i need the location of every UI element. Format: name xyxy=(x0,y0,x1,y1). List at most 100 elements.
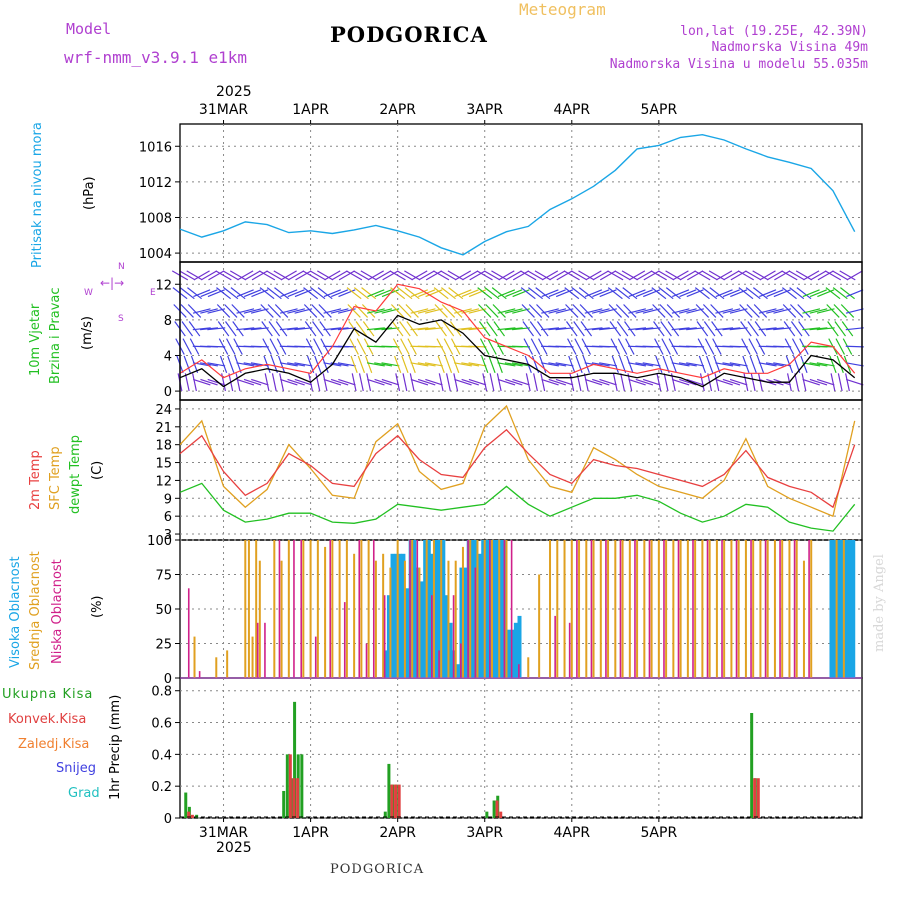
wind-arrow-glyph xyxy=(396,270,414,281)
cloud-bar-mid xyxy=(273,540,276,678)
wind-arrow-glyph xyxy=(279,362,298,367)
wind-arrow-glyph xyxy=(489,373,495,392)
wind-arrow-glyph xyxy=(374,378,392,386)
wind-arrow-glyph xyxy=(302,270,319,281)
cloud-bar-mid xyxy=(694,540,697,678)
wind-arrow-glyph xyxy=(200,270,218,281)
wind-arrow-glyph xyxy=(227,355,235,374)
sfc-temp-line xyxy=(179,404,856,518)
wind-arrow-glyph xyxy=(356,338,367,355)
cloud-bar-low xyxy=(793,540,796,678)
wind-arrow-glyph xyxy=(355,321,368,337)
cloud-bar-high xyxy=(463,567,468,678)
cloud-bar-mid xyxy=(643,540,646,678)
wind-arrow-glyph xyxy=(528,304,543,318)
wind-arrow-glyph xyxy=(845,362,864,367)
cloud-bar-high xyxy=(836,540,841,678)
wind-arrow-glyph xyxy=(390,287,406,300)
y-tick-label: 9 xyxy=(164,492,172,507)
wind-arrow-glyph xyxy=(338,270,355,281)
wind-arrow-glyph xyxy=(287,378,305,386)
cloud-bar-mid xyxy=(802,560,805,678)
wind-arrow-glyph xyxy=(573,321,585,337)
precip-bar-convective xyxy=(288,754,292,818)
wind-arrow-glyph xyxy=(658,270,675,281)
wind-arrow-glyph xyxy=(186,270,203,281)
wind-arrow-glyph xyxy=(505,270,522,281)
y-tick-label: 1012 xyxy=(139,176,172,191)
cloud-bar-low xyxy=(264,622,266,678)
cloud-bar-low xyxy=(187,588,190,678)
wind-arrow-glyph xyxy=(548,378,567,386)
wind-arrow-glyph xyxy=(607,287,623,300)
wind-arrow-glyph xyxy=(218,338,229,355)
wind-arrow-glyph xyxy=(715,327,734,331)
wind-arrow-glyph xyxy=(555,289,574,298)
wind-arrow-glyph xyxy=(454,378,472,386)
cloud-bar-high xyxy=(517,615,522,678)
wind-arrow-glyph xyxy=(425,289,443,298)
wind-arrow-glyph xyxy=(635,308,654,314)
wind-arrow-glyph xyxy=(845,327,864,331)
wind-arrow-glyph xyxy=(592,289,610,298)
x-tick-label-bottom: 1APR xyxy=(292,825,329,841)
pressure-line xyxy=(179,133,856,256)
wind-arrow-glyph xyxy=(395,373,401,392)
wind-arrow-glyph xyxy=(622,287,638,300)
wind-arrow-glyph xyxy=(635,327,654,331)
wind-arrow-glyph xyxy=(729,345,748,348)
cloud-bar-mid xyxy=(723,540,726,678)
wind-arrow-glyph xyxy=(679,378,697,386)
wind-arrow-glyph xyxy=(548,289,566,298)
wind-arrow-glyph xyxy=(834,321,847,337)
wind-arrow-glyph xyxy=(287,327,306,331)
precip-bar-total xyxy=(300,754,304,818)
wind-arrow-glyph xyxy=(367,289,385,298)
wind-arrow-glyph xyxy=(757,373,763,392)
wind-arrow-glyph xyxy=(478,304,492,318)
wind-arrow-glyph xyxy=(498,270,515,281)
wind-arrow-glyph xyxy=(192,327,211,331)
elevation-label: Nadmorska Visina 49m xyxy=(711,40,868,55)
cloud-bar-low xyxy=(372,540,375,678)
wind-arrow-glyph xyxy=(200,362,218,367)
wind-arrow-glyph xyxy=(650,270,667,281)
wind-arrow-glyph xyxy=(294,378,313,386)
wind-arrow-glyph xyxy=(697,338,708,355)
wind-arrow-glyph xyxy=(541,270,559,281)
wind-arrow-glyph xyxy=(295,270,312,281)
cloud-bar-low xyxy=(314,636,317,678)
wind-arrow-glyph xyxy=(476,270,493,281)
wind-arrow-glyph xyxy=(773,289,791,298)
cloud-bar-mid xyxy=(403,560,406,678)
wind-arrow-glyph xyxy=(346,287,362,300)
wind-arrow-glyph xyxy=(840,304,855,318)
cloud-bar-low xyxy=(554,615,556,678)
precip-bar-convective xyxy=(753,778,757,818)
year-top: 2025 xyxy=(216,84,252,100)
wind-arrow-glyph xyxy=(709,287,725,300)
wind-arrow-glyph xyxy=(243,327,262,331)
wind-arrow-glyph xyxy=(313,338,323,355)
wind-arrow-glyph xyxy=(746,304,760,318)
wind-speed-line xyxy=(179,314,856,388)
wind-arrow-glyph xyxy=(665,287,681,300)
wind-arrow-glyph xyxy=(492,304,506,318)
wind-arrow-glyph xyxy=(357,355,366,374)
wind-arrow-glyph xyxy=(381,327,400,331)
model-elevation-label: Nadmorska Visina u modelu 55.035m xyxy=(609,57,868,72)
wind-arrow-glyph xyxy=(260,304,274,318)
cloud-bar-mid xyxy=(752,540,755,678)
wind-arrow-glyph xyxy=(440,270,457,281)
wind-arrow-glyph xyxy=(802,378,820,386)
cloud-bar-mid xyxy=(672,540,675,678)
wind-arrow-glyph xyxy=(409,373,415,392)
wind-arrow-glyph xyxy=(381,345,400,348)
cloud-bar-high xyxy=(423,540,428,678)
wind-arrow-glyph xyxy=(504,327,523,331)
precip-legend-hail: Grad xyxy=(68,786,100,801)
cloud-bar-mid xyxy=(614,540,617,678)
wind-arrow-glyph xyxy=(287,362,306,367)
wind-arrow-glyph xyxy=(582,355,590,374)
wind-arrow-glyph xyxy=(230,287,246,300)
